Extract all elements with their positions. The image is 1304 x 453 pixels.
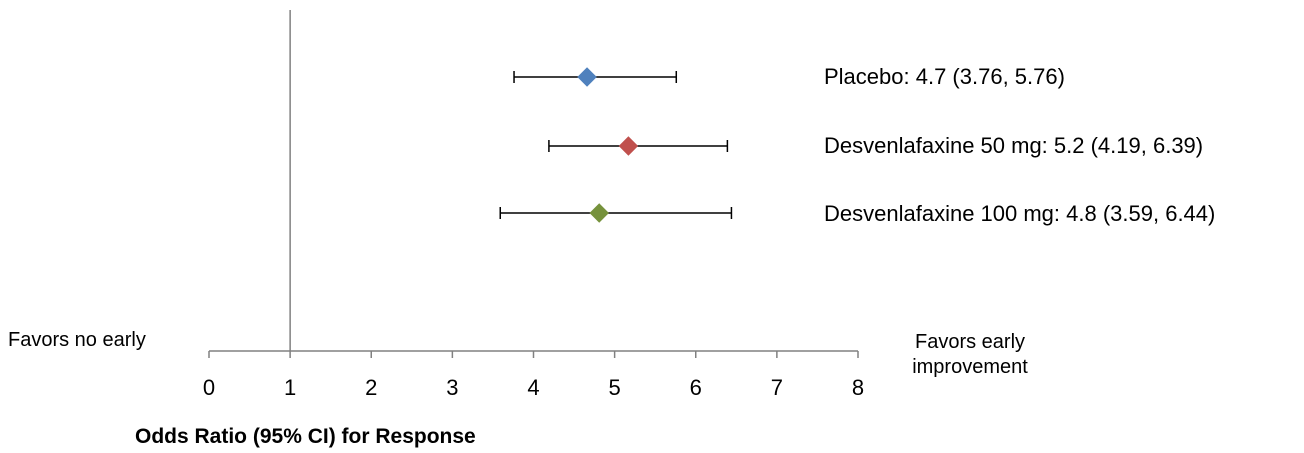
x-tick-label: 5 [608, 375, 621, 400]
series-label-placebo: Placebo: 4.7 (3.76, 5.76) [824, 64, 1065, 89]
right-annotation-line-1: Favors early [914, 331, 1026, 353]
x-tick-label: 7 [770, 375, 783, 400]
point-estimate-marker [618, 136, 639, 156]
x-tick-label: 0 [202, 375, 216, 400]
x-tick-label: 8 [851, 375, 865, 400]
right-annotation: Favors early improvement [900, 330, 1040, 380]
series-label-desvenlafaxine-100mg: Desvenlafaxine 100 mg: 4.8 (3.59, 6.44) [824, 201, 1216, 226]
x-tick-label: 1 [284, 375, 297, 400]
series-label-desvenlafaxine-50mg: Desvenlafaxine 50 mg: 5.2 (4.19, 6.39) [824, 133, 1204, 158]
point-estimate-marker [577, 67, 597, 87]
x-tick-label: 6 [689, 375, 702, 400]
point-estimate-marker [589, 203, 609, 223]
x-axis-title: Odds Ratio (95% CI) for Response [135, 425, 476, 448]
left-annotation: Favors no early [8, 329, 146, 351]
right-annotation-line-2: improvement [912, 356, 1028, 378]
x-tick-label: 4 [527, 375, 540, 400]
x-tick-label: 2 [365, 375, 378, 400]
x-tick-label: 3 [446, 375, 459, 400]
